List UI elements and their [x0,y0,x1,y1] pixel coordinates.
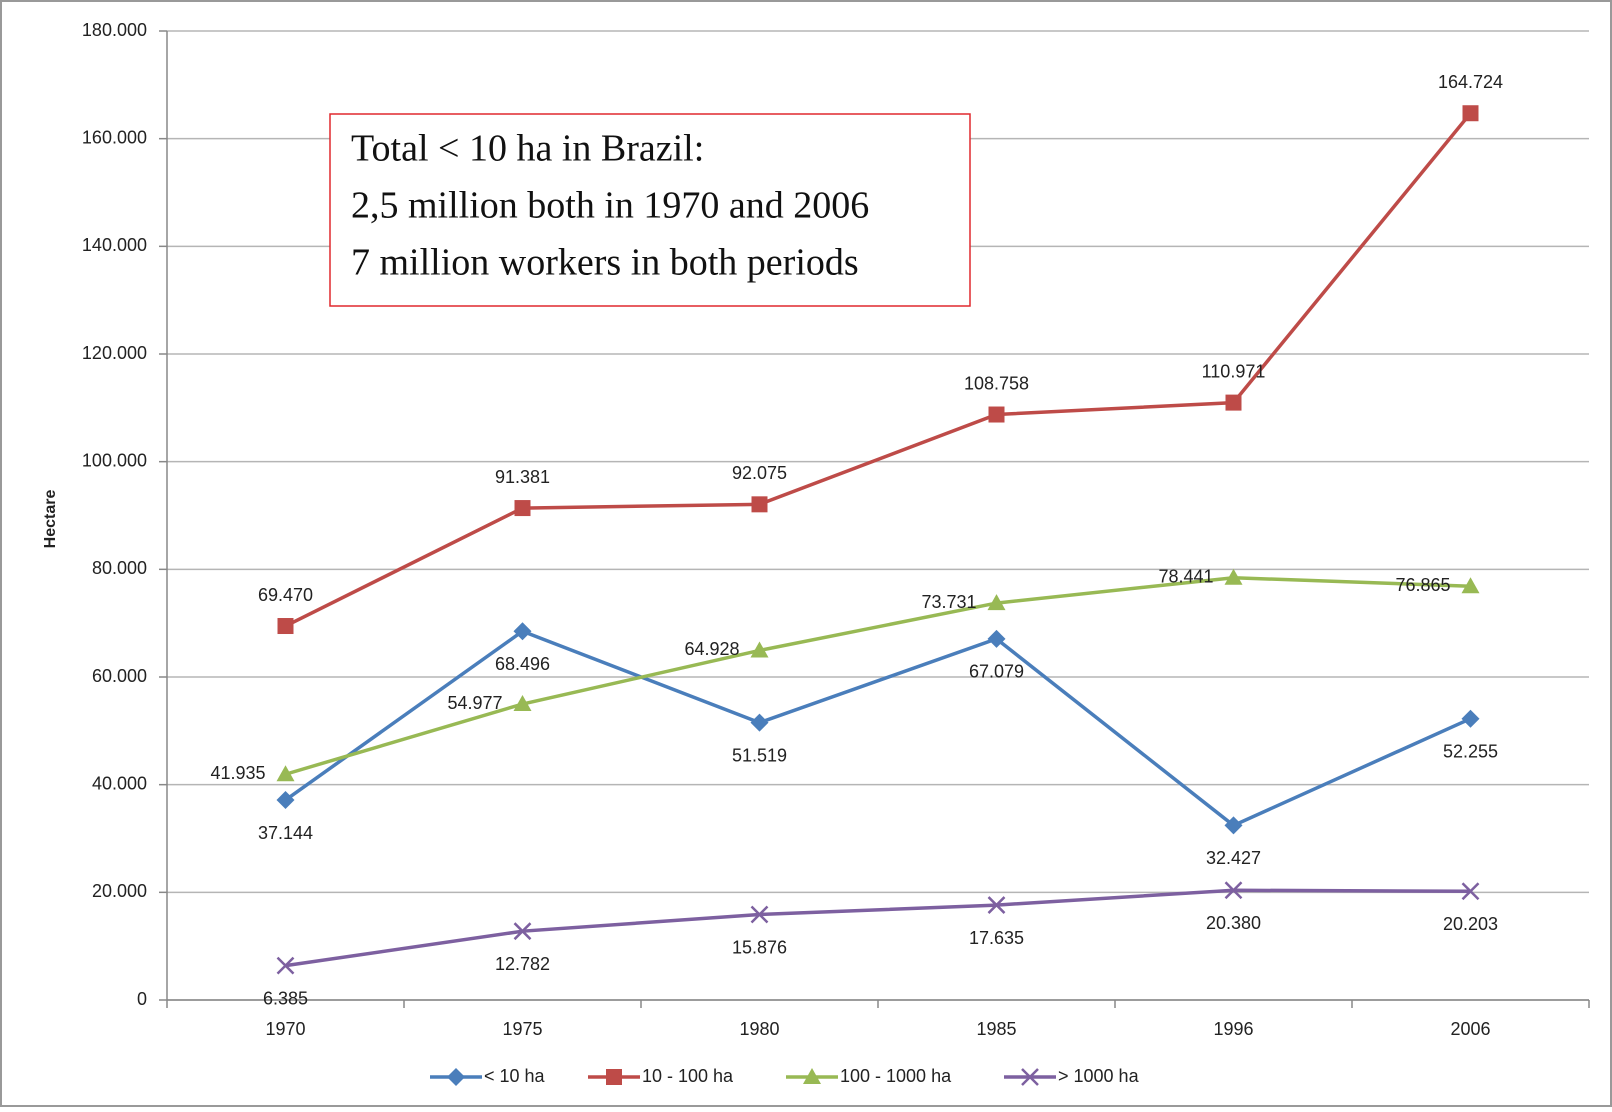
legend-item: > 1000 ha [1004,1066,1140,1086]
series-line [284,112,1472,628]
data-label: 68.496 [495,654,550,674]
x-tick-label: 1996 [1213,1019,1253,1039]
data-label: 73.731 [921,592,976,612]
data-point [1225,394,1242,411]
marker-cross [750,905,769,924]
data-point [987,896,1006,914]
series-line [285,888,1471,968]
data-label: 52.255 [1443,741,1498,761]
y-tick-label: 20.000 [92,881,147,901]
x-tick-label: 1970 [265,1019,305,1039]
data-point [276,956,295,975]
annotation-text: Total < 10 ha in Brazil: [351,128,704,170]
legend-label: < 10 ha [484,1066,546,1086]
data-point [1224,568,1243,585]
legend-marker [606,1069,622,1085]
marker-cross [987,896,1006,914]
marker-cross [1224,881,1243,900]
data-point [277,618,294,635]
marker-cross [276,956,295,975]
legend-label: > 1000 ha [1058,1066,1140,1086]
data-point [513,695,532,712]
data-point [276,765,295,782]
data-point [1462,105,1479,122]
y-tick-label: 100.000 [82,450,147,470]
y-tick-label: 40.000 [92,773,147,793]
legend-item: < 10 ha [430,1066,546,1086]
data-point [987,594,1006,611]
data-label: 6.385 [263,988,308,1008]
data-label: 76.865 [1395,575,1450,595]
y-tick-label: 80.000 [92,558,147,578]
data-point [1461,709,1480,728]
legend-marker [447,1068,465,1086]
data-label: 69.470 [258,585,313,605]
data-point [513,622,532,641]
data-label: 51.519 [732,745,787,765]
data-point [1461,577,1480,594]
data-point [276,791,295,810]
data-label: 67.079 [969,662,1024,682]
data-label: 91.381 [495,467,550,487]
data-label: 37.144 [258,823,313,843]
series-line [285,575,1471,776]
data-point [1461,882,1480,901]
annotation-box [329,113,971,307]
legend-label: 100 - 1000 ha [840,1066,952,1086]
data-point [988,406,1005,423]
y-tick-label: 0 [137,989,147,1009]
data-label: 92.075 [732,463,787,483]
x-tick-label: 1980 [739,1019,779,1039]
y-tick-label: 60.000 [92,666,147,686]
legend-marker [1021,1068,1039,1086]
data-point [987,629,1006,648]
data-label: 78.441 [1158,566,1213,586]
legend-label: 10 - 100 ha [642,1066,734,1086]
data-point [751,496,768,513]
y-axis-label: Hectare [42,490,59,549]
x-tick-label: 2006 [1450,1019,1490,1039]
data-label: 20.203 [1443,914,1498,934]
data-point [750,641,769,658]
legend-item: 100 - 1000 ha [786,1066,952,1086]
data-label: 108.758 [964,373,1029,393]
data-point [513,922,532,941]
data-point [750,905,769,924]
marker-cross [1021,1068,1039,1086]
data-label: 64.928 [684,639,739,659]
data-point [1224,881,1243,900]
data-label: 41.935 [210,763,265,783]
data-label: 17.635 [969,928,1024,948]
data-point [750,713,769,732]
data-point [1224,816,1243,835]
legend-item: 10 - 100 ha [588,1066,734,1086]
data-label: 110.971 [1202,361,1266,381]
data-label: 32.427 [1206,848,1261,868]
annotation-text: 2,5 million both in 1970 and 2006 [351,185,869,227]
annotation-text: 7 million workers in both periods [351,242,859,284]
y-tick-label: 180.000 [82,20,147,40]
data-label: 12.782 [495,954,550,974]
y-tick-label: 120.000 [82,343,147,363]
data-label: 54.977 [447,693,502,713]
data-label: 15.876 [732,937,787,957]
data-point [514,500,531,517]
x-tick-label: 1985 [976,1019,1016,1039]
legend-marker [803,1068,821,1084]
data-label: 164.724 [1438,72,1503,92]
y-tick-label: 160.000 [82,127,147,147]
x-tick-label: 1975 [502,1019,542,1039]
y-tick-label: 140.000 [82,235,147,255]
marker-cross [1461,882,1480,901]
data-label: 20.380 [1206,913,1261,933]
series-line [284,629,1472,828]
marker-cross [513,922,532,941]
